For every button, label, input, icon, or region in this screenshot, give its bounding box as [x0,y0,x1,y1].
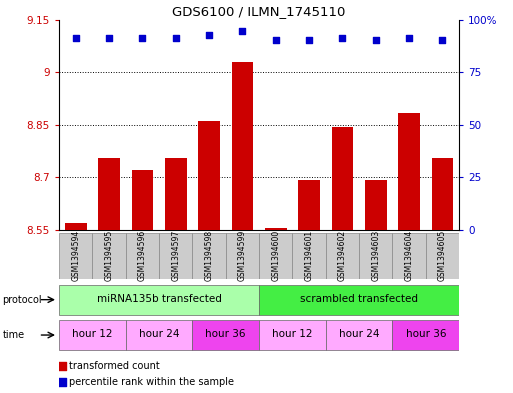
Bar [59,233,92,279]
Bar [259,285,459,315]
Text: scrambled transfected: scrambled transfected [300,294,418,304]
Text: GSM1394595: GSM1394595 [105,230,113,281]
Bar [92,233,126,279]
Bar [192,320,259,350]
Text: hour 24: hour 24 [139,329,179,340]
Text: hour 36: hour 36 [406,329,446,340]
Point [238,28,246,34]
Bar [292,233,326,279]
Bar [59,320,126,350]
Bar [65,223,87,230]
Bar [165,158,187,230]
Point [105,34,113,40]
Bar [326,320,392,350]
Bar [259,320,326,350]
Text: GSM1394596: GSM1394596 [138,230,147,281]
Title: GDS6100 / ILMN_1745110: GDS6100 / ILMN_1745110 [172,6,346,18]
Bar [265,228,287,230]
Bar [198,121,220,230]
Point [438,37,446,43]
Point [371,37,380,43]
Text: GSM1394600: GSM1394600 [271,230,280,281]
Bar [359,233,392,279]
Bar [431,158,453,230]
Bar [365,180,387,230]
Point [405,34,413,40]
Text: protocol: protocol [3,295,42,305]
Point [205,32,213,39]
Point [305,37,313,43]
Bar [59,285,259,315]
Bar [126,320,192,350]
Point [57,379,66,385]
Bar [392,320,459,350]
Bar [259,233,292,279]
Text: percentile rank within the sample: percentile rank within the sample [69,377,234,387]
Text: GSM1394601: GSM1394601 [305,230,313,281]
Text: time: time [3,330,25,340]
Bar [131,170,153,230]
Point [171,34,180,40]
Bar [392,233,426,279]
Text: hour 24: hour 24 [339,329,379,340]
Bar [159,233,192,279]
Bar [426,233,459,279]
Bar [231,62,253,230]
Text: transformed count: transformed count [69,362,160,371]
Text: GSM1394598: GSM1394598 [205,230,213,281]
Point [138,34,147,40]
Text: GSM1394604: GSM1394604 [405,230,413,281]
Text: hour 36: hour 36 [206,329,246,340]
Text: GSM1394605: GSM1394605 [438,230,447,281]
Point [338,34,346,40]
Bar [126,233,159,279]
Text: miRNA135b transfected: miRNA135b transfected [96,294,222,304]
Text: GSM1394599: GSM1394599 [238,230,247,281]
Text: hour 12: hour 12 [272,329,312,340]
Text: GSM1394597: GSM1394597 [171,230,180,281]
Point [271,37,280,43]
Text: GSM1394594: GSM1394594 [71,230,80,281]
Bar [192,233,226,279]
Point [71,34,80,40]
Point [57,363,66,369]
Bar [98,158,120,230]
Bar [331,127,353,230]
Text: hour 12: hour 12 [72,329,112,340]
Bar [326,233,359,279]
Text: GSM1394602: GSM1394602 [338,230,347,281]
Text: GSM1394603: GSM1394603 [371,230,380,281]
Bar [398,112,420,230]
Bar [226,233,259,279]
Bar [298,180,320,230]
